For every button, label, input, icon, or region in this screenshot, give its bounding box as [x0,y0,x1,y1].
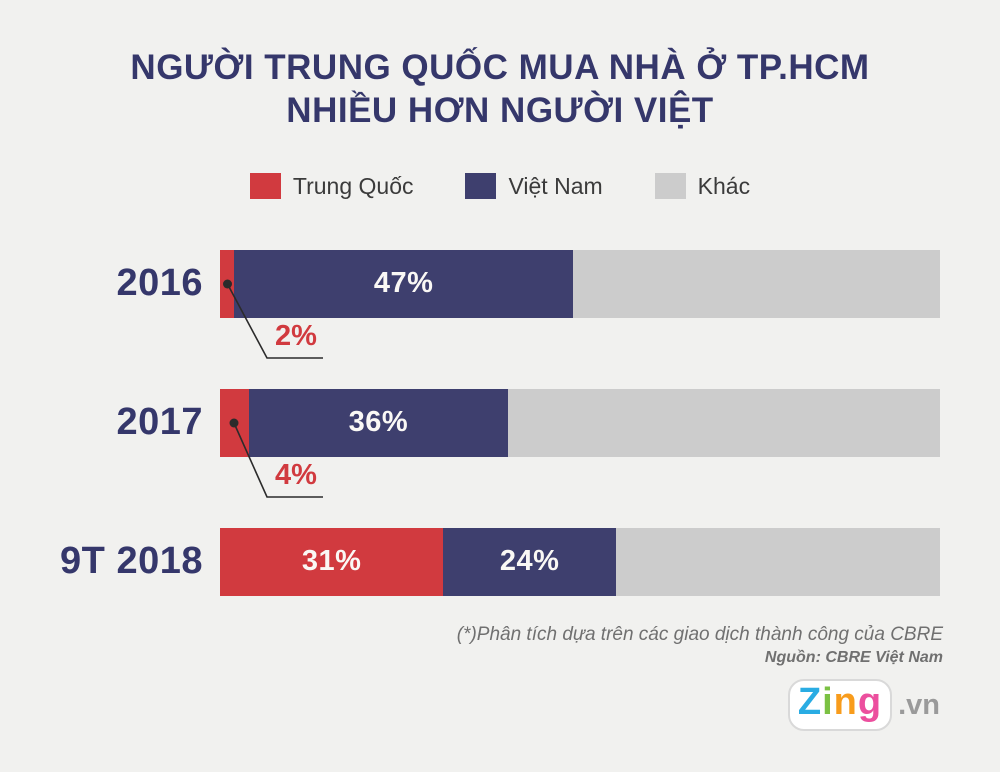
legend-swatch-navy [465,173,497,200]
bar-row-9t-2018: 9T 2018 31% 24% [0,527,1000,596]
callout-value-2016-trung-quoc: 2% [275,319,317,352]
bar-row-2016: 2016 47% 2% [0,249,1000,359]
value-label-2017-viet-nam: 36% [348,406,409,439]
segment-2016-viet-nam: 47% [234,249,573,318]
zing-logo: Zing .vn [0,678,1000,731]
source-text: Nguồn: CBRE Việt Nam [764,648,943,666]
legend-label-khac: Khác [697,172,751,199]
legend-label-viet-nam: Việt Nam [508,172,603,199]
bar-2017: 36% [220,388,940,457]
value-label-9t-2018-trung-quoc: 31% [301,545,362,578]
legend-label-trung-quoc: Trung Quốc [292,172,414,199]
zing-letter-n: n [833,680,858,723]
legend-item-viet-nam: Việt Nam [465,172,603,200]
legend-swatch-red [249,173,281,200]
zing-letter-g: g [857,680,883,723]
bar-row-2017: 2017 36% 4% [0,388,1000,498]
category-label-9t-2018: 9T 2018 [60,540,203,583]
legend-item-khac: Khác [654,172,751,200]
footer: (*)Phân tích dựa trên các giao dịch thàn… [0,624,1000,667]
zing-letter-z: Z [797,680,823,723]
chart-title-line-2: NHIỀU HƠN NGƯỜI VIỆT [286,91,714,131]
segment-2017-khac [507,388,940,457]
callout-value-2017-trung-quoc: 4% [275,458,317,491]
chart-title-line-1: NGƯỜI TRUNG QUỐC MUA NHÀ Ở TP.HCM [130,48,870,87]
bar-9t-2018: 31% 24% [220,527,940,596]
segment-9t-2018-viet-nam: 24% [443,527,616,596]
zing-letter-i: i [822,680,834,723]
value-label-2016-viet-nam: 47% [373,267,434,300]
segment-2016-khac [572,249,940,318]
zing-logo-vn-suffix: .vn [898,688,940,721]
zing-logo-badge: Zing [787,678,893,731]
segment-9t-2018-trung-quoc: 31% [220,527,444,596]
segment-2017-viet-nam: 36% [248,388,508,457]
value-label-9t-2018-viet-nam: 24% [499,545,560,578]
chart-title: NGƯỜI TRUNG QUỐC MUA NHÀ Ở TP.HCM NHIỀU … [0,0,1000,133]
category-label-2017: 2017 [116,401,203,444]
stacked-bar-chart: 2016 47% 2% 2017 36% [0,249,1000,596]
legend-item-trung-quoc: Trung Quốc [249,172,414,200]
callout-line-2016 [223,279,323,359]
category-label-2016: 2016 [116,262,203,305]
callout-line-2017 [229,418,323,498]
legend: Trung Quốc Việt Nam Khác [0,173,1000,200]
footnote-text: (*)Phân tích dựa trên các giao dịch thàn… [456,623,943,645]
bar-2016: 47% [220,249,940,318]
segment-9t-2018-khac [615,527,940,596]
legend-swatch-gray [654,173,686,200]
